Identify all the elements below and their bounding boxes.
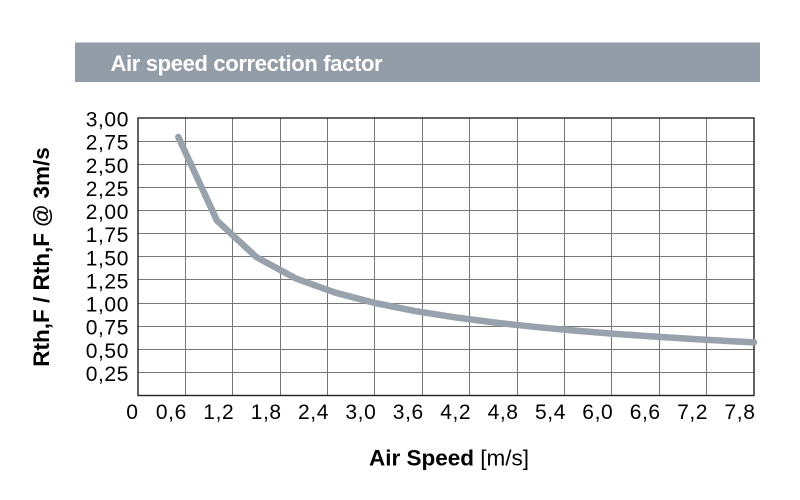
svg-text:2,4: 2,4 bbox=[298, 401, 329, 424]
svg-text:1,2: 1,2 bbox=[203, 401, 234, 424]
svg-text:3,0: 3,0 bbox=[345, 401, 376, 424]
svg-text:0,6: 0,6 bbox=[156, 401, 187, 424]
svg-text:3,6: 3,6 bbox=[393, 401, 424, 424]
svg-text:Air Speed [m/s]: Air Speed [m/s] bbox=[369, 446, 529, 471]
svg-text:0,75: 0,75 bbox=[86, 317, 129, 340]
svg-text:0: 0 bbox=[126, 401, 138, 424]
svg-text:4,2: 4,2 bbox=[440, 401, 471, 424]
svg-text:2,25: 2,25 bbox=[86, 178, 129, 201]
svg-text:0,25: 0,25 bbox=[86, 363, 129, 386]
svg-text:6,6: 6,6 bbox=[630, 401, 661, 424]
svg-text:7,8: 7,8 bbox=[725, 401, 756, 424]
svg-text:7,2: 7,2 bbox=[677, 401, 708, 424]
svg-text:Air speed correction factor: Air speed correction factor bbox=[111, 51, 384, 76]
svg-text:6,0: 6,0 bbox=[582, 401, 613, 424]
svg-text:3,00: 3,00 bbox=[86, 109, 129, 132]
svg-text:1,00: 1,00 bbox=[86, 294, 129, 317]
svg-text:1,25: 1,25 bbox=[86, 271, 129, 294]
svg-text:2,75: 2,75 bbox=[86, 132, 129, 155]
svg-text:1,50: 1,50 bbox=[86, 247, 129, 270]
svg-text:5,4: 5,4 bbox=[535, 401, 566, 424]
svg-text:1,75: 1,75 bbox=[86, 224, 129, 247]
svg-text:Rth,F / Rth,F @ 3m/s: Rth,F / Rth,F @ 3m/s bbox=[29, 147, 54, 366]
svg-text:2,00: 2,00 bbox=[86, 201, 129, 224]
svg-text:2,50: 2,50 bbox=[86, 155, 129, 178]
svg-text:0,50: 0,50 bbox=[86, 340, 129, 363]
svg-text:1,8: 1,8 bbox=[251, 401, 282, 424]
svg-text:4,8: 4,8 bbox=[488, 401, 519, 424]
